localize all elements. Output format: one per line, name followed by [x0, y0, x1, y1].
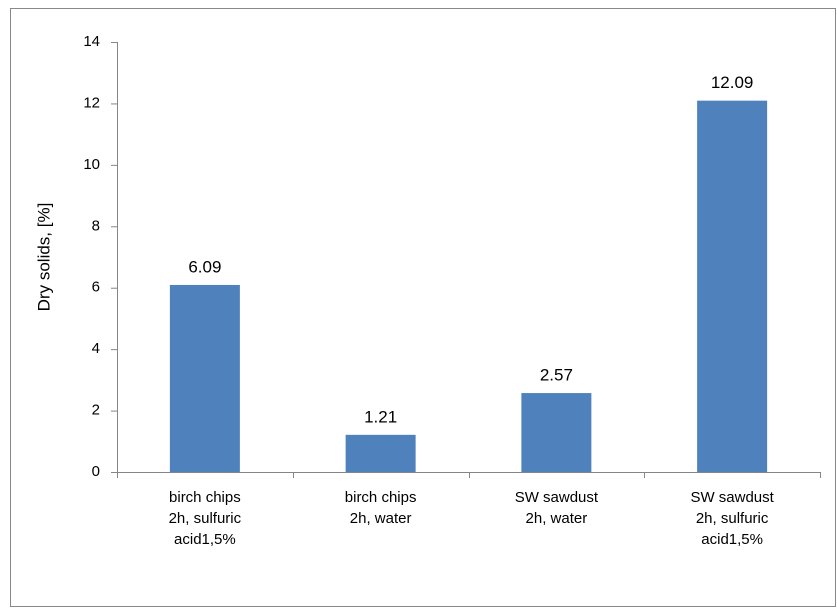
y-tick-label: 2	[92, 402, 100, 419]
x-tick-label: 2h, water	[350, 510, 412, 527]
y-tick-label: 8	[92, 217, 100, 234]
bar	[345, 434, 416, 472]
x-tick-label: SW sawdust	[515, 489, 599, 506]
x-tick-label: 2h, sulfuric	[696, 510, 769, 527]
x-tick-label: SW sawdust	[690, 489, 774, 506]
x-tick-label: acid1,5%	[701, 531, 763, 548]
data-label: 1.21	[364, 407, 397, 426]
y-tick-label: 12	[83, 94, 100, 111]
y-tick-label: 10	[83, 156, 100, 173]
bar	[697, 100, 768, 473]
data-label: 2.57	[540, 366, 573, 385]
y-tick-label: 14	[83, 33, 100, 50]
y-tick-label: 6	[92, 279, 100, 296]
x-tick-label: acid1,5%	[174, 531, 236, 548]
x-tick-label: 2h, sulfuric	[169, 510, 242, 527]
y-tick-label: 4	[92, 340, 100, 357]
y-tick-label: 0	[92, 463, 100, 480]
data-label: 6.09	[188, 257, 221, 276]
bar	[521, 393, 592, 472]
data-label: 12.09	[711, 73, 754, 92]
bar	[169, 284, 240, 472]
x-tick-label: birch chips	[169, 489, 241, 506]
x-tick-label: 2h, water	[526, 510, 588, 527]
x-tick-label: birch chips	[345, 489, 417, 506]
y-axis-label: Dry solids, [%]	[34, 203, 53, 312]
